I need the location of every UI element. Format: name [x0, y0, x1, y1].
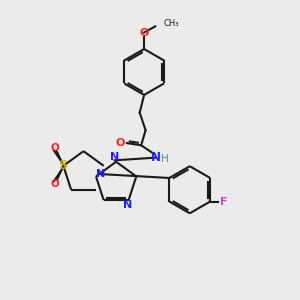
Text: O: O — [51, 179, 59, 189]
Text: O: O — [51, 142, 59, 153]
Text: O: O — [116, 138, 125, 148]
Text: S: S — [58, 159, 67, 172]
Text: O: O — [140, 28, 149, 38]
Text: H: H — [161, 154, 169, 164]
Text: N: N — [110, 152, 119, 162]
Text: N: N — [151, 151, 160, 164]
Text: N: N — [122, 200, 132, 210]
Text: CH₃: CH₃ — [164, 20, 179, 28]
Text: N: N — [96, 169, 105, 179]
Text: F: F — [220, 196, 227, 206]
